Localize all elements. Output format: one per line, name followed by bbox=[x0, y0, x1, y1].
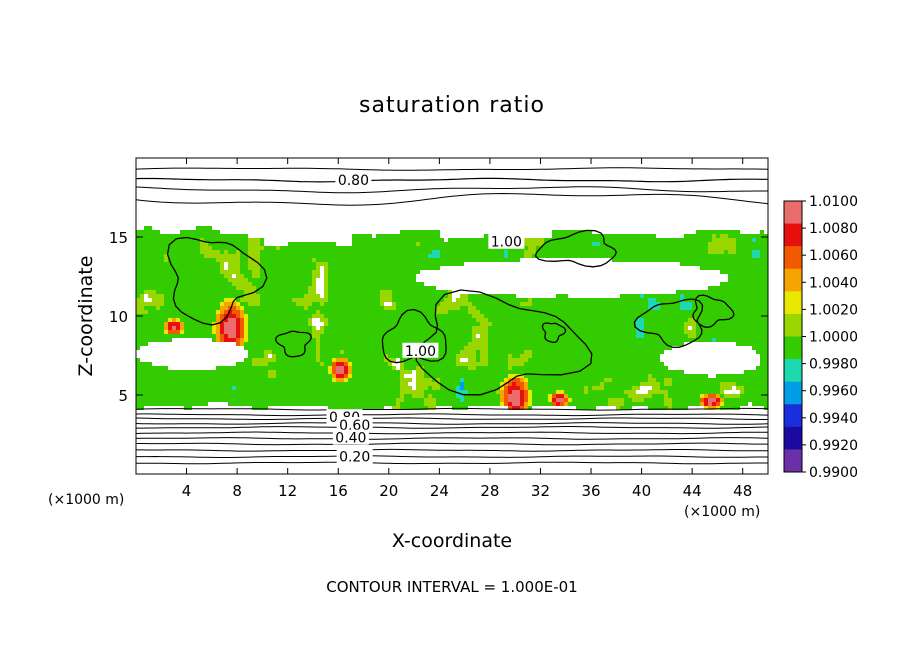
contour-label-bg-4 bbox=[336, 417, 373, 433]
contour-line-low-2 bbox=[135, 417, 768, 420]
x-tick-label-20: 20 bbox=[379, 482, 398, 500]
x-tick-label-32: 32 bbox=[531, 482, 550, 500]
contour-lines bbox=[135, 167, 769, 465]
colorbar: 1.0100 1.0080 1.0060 1.0040 1.0020 1.0000 0.99… bbox=[783, 194, 858, 481]
colorbar-swatch-4 bbox=[784, 291, 802, 315]
contour-1.00-d bbox=[534, 229, 618, 268]
y-unit-label: (×1000 m) bbox=[48, 492, 124, 508]
colorbar-swatch-6 bbox=[784, 336, 802, 360]
colorbar-label-1.0040: 1.0040 bbox=[809, 275, 858, 291]
contour-interval-note: CONTOUR INTERVAL = 1.000E-01 bbox=[326, 578, 577, 596]
contour-line-top-2 bbox=[135, 186, 768, 194]
contour-label-bg-0 bbox=[335, 172, 372, 188]
contour-line-low-5 bbox=[135, 431, 768, 435]
colorbar-label-0.9900: 0.9900 bbox=[809, 465, 858, 481]
colorbar-label-0.9920: 0.9920 bbox=[809, 438, 858, 454]
colorbar-label-0.9940: 0.9940 bbox=[809, 411, 858, 427]
colorbar-swatch-10 bbox=[784, 426, 802, 450]
x-unit-label: (×1000 m) bbox=[684, 504, 760, 520]
contour-label-bg-6 bbox=[336, 448, 373, 464]
contour-label-bg-1 bbox=[488, 233, 525, 249]
contour-label-2: 1.00 bbox=[405, 344, 436, 360]
y-axis-ticks: 5 10 15 bbox=[109, 229, 768, 405]
contour-line-low-9 bbox=[136, 455, 768, 458]
x-tick-label-48: 48 bbox=[733, 482, 752, 500]
colorbar-swatch-1 bbox=[784, 223, 802, 247]
contour-label-1: 1.00 bbox=[491, 235, 522, 251]
contour-line-low-1 bbox=[135, 413, 769, 417]
contour-line-low-3 bbox=[135, 422, 769, 425]
contour-label-6: 0.20 bbox=[339, 450, 370, 466]
contour-1.00-c bbox=[381, 308, 447, 364]
contour-1.00-e bbox=[633, 298, 704, 349]
chart-title: saturation ratio bbox=[359, 93, 545, 118]
colorbar-label-1.0100: 1.0100 bbox=[809, 194, 858, 210]
contour-line-low-0 bbox=[135, 407, 769, 411]
x-axis-ticks: 4 8 12 16 20 24 28 32 36 40 44 48 bbox=[182, 158, 752, 500]
y-tick-label-15: 15 bbox=[109, 229, 128, 247]
contour-labels: 0.801.001.000.800.600.400.20 bbox=[326, 172, 525, 466]
plot-area: 0.801.001.000.800.600.400.20 bbox=[135, 157, 769, 475]
x-tick-label-24: 24 bbox=[430, 482, 449, 500]
x-tick-label-16: 16 bbox=[329, 482, 348, 500]
colorbar-label-0.9980: 0.9980 bbox=[809, 357, 858, 373]
x-tick-label-8: 8 bbox=[232, 482, 242, 500]
colorbar-swatch-8 bbox=[784, 381, 802, 405]
colorbar-swatch-9 bbox=[784, 404, 802, 428]
contour-line-low-10 bbox=[136, 461, 768, 465]
y-tick-label-5: 5 bbox=[118, 387, 128, 405]
x-tick-label-36: 36 bbox=[581, 482, 600, 500]
contour-1.00-f bbox=[274, 330, 312, 358]
colorbar-swatch-5 bbox=[784, 313, 802, 337]
contour-label-5: 0.40 bbox=[335, 431, 366, 447]
contour-1.00-h bbox=[692, 294, 735, 329]
contour-line-low-4 bbox=[136, 426, 769, 429]
x-tick-label-12: 12 bbox=[278, 482, 297, 500]
contour-line-top-1 bbox=[135, 167, 769, 171]
x-tick-label-44: 44 bbox=[683, 482, 702, 500]
contour-label-bg-2 bbox=[402, 342, 439, 358]
y-tick-label-10: 10 bbox=[109, 308, 128, 326]
colorbar-label-1.0000: 1.0000 bbox=[809, 330, 858, 346]
contour-1.00-g bbox=[541, 322, 567, 344]
x-tick-label-4: 4 bbox=[182, 482, 192, 500]
contour-label-bg-5 bbox=[332, 429, 369, 445]
x-axis-label: X-coordinate bbox=[392, 530, 512, 552]
colorbar-swatch-7 bbox=[784, 359, 802, 383]
saturation-field bbox=[136, 226, 768, 410]
contour-line-low-8 bbox=[136, 448, 768, 452]
colorbar-label-1.0060: 1.0060 bbox=[809, 248, 858, 264]
contour-1.00-a bbox=[166, 236, 268, 326]
x-tick-label-28: 28 bbox=[480, 482, 499, 500]
contour-label-0: 0.80 bbox=[338, 173, 369, 189]
colorbar-swatch-3 bbox=[784, 268, 802, 292]
contour-line-top-0.80 bbox=[135, 177, 768, 183]
colorbar-swatch-2 bbox=[784, 246, 802, 270]
contour-line-top-3 bbox=[135, 192, 769, 206]
colorbar-swatch-0 bbox=[784, 201, 802, 225]
colorbar-label-1.0020: 1.0020 bbox=[809, 302, 858, 318]
colorbar-swatch-11 bbox=[784, 449, 802, 473]
y-axis-label: Z-coordinate bbox=[75, 256, 97, 377]
contour-line-low-6 bbox=[135, 437, 769, 440]
colorbar-label-0.9960: 0.9960 bbox=[809, 384, 858, 400]
contour-line-low-7 bbox=[136, 442, 768, 446]
x-tick-label-40: 40 bbox=[632, 482, 651, 500]
colorbar-label-1.0080: 1.0080 bbox=[809, 221, 858, 237]
